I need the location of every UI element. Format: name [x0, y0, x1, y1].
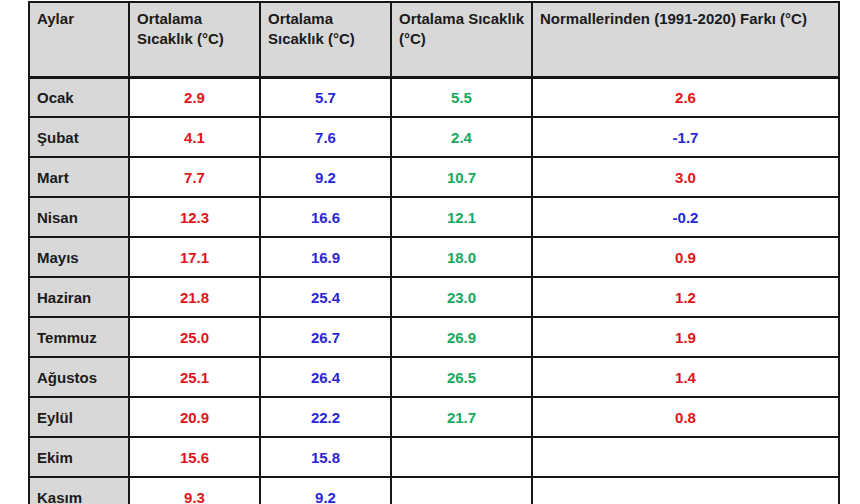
monthly-temperature-table: AylarOrtalama Sıcaklık (°C)Ortalama Sıca… [28, 1, 840, 504]
column-header: Ortalama Sıcaklık (°C) [391, 2, 532, 77]
avg-temp-cell: 2.9 [129, 77, 260, 117]
column-header: Ortalama Sıcaklık (°C) [260, 2, 391, 77]
avg-temp-cell: 25.4 [260, 277, 391, 317]
normal-diff-cell: 1.2 [532, 277, 839, 317]
avg-temp-cell: 26.9 [391, 317, 532, 357]
avg-temp-cell: 7.7 [129, 157, 260, 197]
table-row: Ocak2.95.75.52.6 [29, 77, 839, 117]
table-row: Nisan12.316.612.1-0.2 [29, 197, 839, 237]
avg-temp-cell: 16.9 [260, 237, 391, 277]
month-label-cell: Şubat [29, 117, 129, 157]
table-row: Haziran21.825.423.01.2 [29, 277, 839, 317]
normal-diff-cell: -0.2 [532, 197, 839, 237]
table-row: Şubat4.17.62.4-1.7 [29, 117, 839, 157]
month-label-cell: Haziran [29, 277, 129, 317]
avg-temp-cell: 21.7 [391, 397, 532, 437]
table-body: Ocak2.95.75.52.6Şubat4.17.62.4-1.7Mart7.… [29, 77, 839, 504]
avg-temp-cell: 9.3 [129, 477, 260, 504]
avg-temp-cell: 26.5 [391, 357, 532, 397]
normal-diff-cell [532, 437, 839, 477]
month-label-cell: Ekim [29, 437, 129, 477]
avg-temp-cell: 12.1 [391, 197, 532, 237]
table-row: Kasım9.39.2 [29, 477, 839, 504]
avg-temp-cell [391, 477, 532, 504]
normal-diff-cell: 1.4 [532, 357, 839, 397]
avg-temp-cell: 9.2 [260, 477, 391, 504]
avg-temp-cell: 7.6 [260, 117, 391, 157]
month-label-cell: Mayıs [29, 237, 129, 277]
normal-diff-cell: 0.9 [532, 237, 839, 277]
table-row: Ağustos25.126.426.51.4 [29, 357, 839, 397]
avg-temp-cell: 22.2 [260, 397, 391, 437]
avg-temp-cell: 10.7 [391, 157, 532, 197]
table-row: Mayıs17.116.918.00.9 [29, 237, 839, 277]
column-header: Aylar [29, 2, 129, 77]
month-label-cell: Ağustos [29, 357, 129, 397]
avg-temp-cell: 23.0 [391, 277, 532, 317]
avg-temp-cell: 4.1 [129, 117, 260, 157]
table-row: Mart7.79.210.73.0 [29, 157, 839, 197]
table-header: AylarOrtalama Sıcaklık (°C)Ortalama Sıca… [29, 2, 839, 77]
avg-temp-cell: 15.8 [260, 437, 391, 477]
avg-temp-cell: 15.6 [129, 437, 260, 477]
avg-temp-cell: 20.9 [129, 397, 260, 437]
header-row: AylarOrtalama Sıcaklık (°C)Ortalama Sıca… [29, 2, 839, 77]
normal-diff-cell: -1.7 [532, 117, 839, 157]
table-row: Eylül20.922.221.70.8 [29, 397, 839, 437]
avg-temp-cell: 26.7 [260, 317, 391, 357]
normal-diff-cell: 0.8 [532, 397, 839, 437]
avg-temp-cell: 26.4 [260, 357, 391, 397]
normal-diff-cell: 1.9 [532, 317, 839, 357]
avg-temp-cell: 17.1 [129, 237, 260, 277]
avg-temp-cell: 16.6 [260, 197, 391, 237]
avg-temp-cell: 18.0 [391, 237, 532, 277]
column-header: Ortalama Sıcaklık (°C) [129, 2, 260, 77]
monthly-temperature-table-wrap: AylarOrtalama Sıcaklık (°C)Ortalama Sıca… [28, 1, 840, 504]
avg-temp-cell: 12.3 [129, 197, 260, 237]
column-header: Normallerinden (1991-2020) Farkı (°C) [532, 2, 839, 77]
avg-temp-cell: 5.5 [391, 77, 532, 117]
month-label-cell: Eylül [29, 397, 129, 437]
month-label-cell: Temmuz [29, 317, 129, 357]
avg-temp-cell: 9.2 [260, 157, 391, 197]
month-label-cell: Ocak [29, 77, 129, 117]
table-row: Ekim15.615.8 [29, 437, 839, 477]
avg-temp-cell: 21.8 [129, 277, 260, 317]
normal-diff-cell: 3.0 [532, 157, 839, 197]
avg-temp-cell: 2.4 [391, 117, 532, 157]
table-row: Temmuz25.026.726.91.9 [29, 317, 839, 357]
normal-diff-cell: 2.6 [532, 77, 839, 117]
avg-temp-cell: 5.7 [260, 77, 391, 117]
normal-diff-cell [532, 477, 839, 504]
month-label-cell: Nisan [29, 197, 129, 237]
avg-temp-cell [391, 437, 532, 477]
avg-temp-cell: 25.1 [129, 357, 260, 397]
avg-temp-cell: 25.0 [129, 317, 260, 357]
month-label-cell: Mart [29, 157, 129, 197]
month-label-cell: Kasım [29, 477, 129, 504]
